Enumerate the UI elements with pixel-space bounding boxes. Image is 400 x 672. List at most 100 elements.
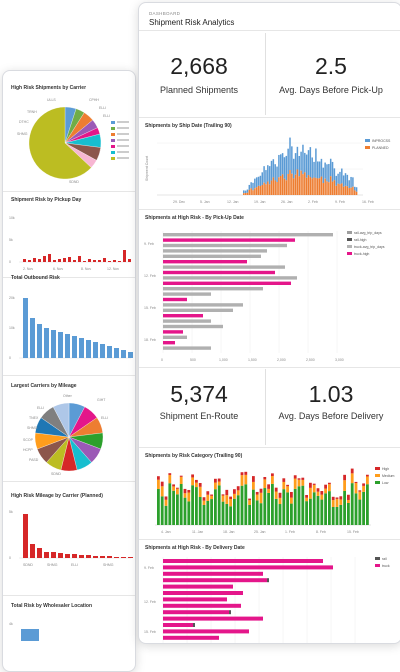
x-ticks: 29. Dec 5. Jan 12. Jan 19. Jan 26. Jan 2. Feb… bbox=[173, 200, 374, 204]
bar-truck bbox=[163, 597, 227, 602]
bar bbox=[163, 265, 285, 269]
tick-label: 1,000 bbox=[219, 358, 228, 362]
bar-medium bbox=[206, 494, 210, 501]
bar-planned bbox=[322, 183, 325, 195]
legend-label-rail-high[interactable]: rail-high bbox=[354, 238, 367, 242]
kpi-days-before-pickup-value: 2.5 bbox=[315, 53, 347, 79]
legend-label-inprocess[interactable]: INPROCSS bbox=[372, 139, 391, 143]
bar-high bbox=[187, 489, 191, 493]
bar bbox=[78, 256, 81, 262]
legend-label-rail[interactable]: rail bbox=[382, 557, 387, 561]
bar-inprocess bbox=[341, 168, 343, 184]
bar-low bbox=[221, 501, 225, 525]
bar-low bbox=[316, 495, 320, 525]
pie1-legend bbox=[111, 121, 129, 160]
kpi-planned-shipments-value: 2,668 bbox=[170, 53, 228, 79]
tick-label: 12. Nov bbox=[107, 267, 119, 271]
bar-inprocess bbox=[309, 147, 312, 178]
legend-label-low[interactable]: Low bbox=[382, 481, 389, 485]
bar-inprocess bbox=[342, 175, 345, 187]
bar-rail bbox=[267, 578, 269, 583]
bar-planned bbox=[309, 177, 312, 195]
bar-inprocess bbox=[335, 175, 337, 186]
bar-medium bbox=[339, 499, 343, 505]
bar-truck bbox=[163, 584, 233, 589]
bar-low bbox=[225, 503, 229, 525]
bar bbox=[118, 261, 121, 262]
bar-inprocess bbox=[326, 164, 328, 182]
bar-inprocess bbox=[318, 161, 321, 179]
kpi-days-before-delivery-label: Avg. Days Before Delivery bbox=[278, 411, 384, 421]
bar-planned bbox=[302, 174, 304, 195]
bar-medium bbox=[198, 486, 202, 497]
bar-low bbox=[164, 505, 168, 525]
bar-truck bbox=[163, 571, 263, 576]
bar-high bbox=[179, 475, 183, 477]
stacked-bars bbox=[157, 468, 369, 525]
bar-truck bbox=[163, 559, 323, 563]
bar-inprocess bbox=[298, 155, 300, 177]
bar-high bbox=[263, 476, 267, 480]
bar-medium bbox=[252, 481, 255, 490]
panel-title-wholesaler-location: Total Risk by Wholesaler Location bbox=[11, 603, 93, 609]
legend-label-high[interactable]: High bbox=[382, 467, 389, 471]
bar-rail bbox=[229, 610, 231, 615]
bar-high bbox=[172, 484, 175, 487]
bar-planned bbox=[274, 180, 276, 195]
bar-inprocess bbox=[307, 150, 310, 176]
bar-high bbox=[214, 478, 217, 483]
bar bbox=[163, 292, 211, 296]
pie-label: ELLI bbox=[101, 416, 108, 420]
axis-label-y: Shipment Count bbox=[145, 156, 149, 181]
bar-planned bbox=[320, 176, 323, 195]
bar-high bbox=[305, 494, 308, 498]
bar-low bbox=[293, 488, 297, 525]
bar bbox=[128, 352, 133, 358]
legend-label-planned[interactable]: PLANNED bbox=[372, 146, 389, 150]
legend-label-truck[interactable]: truck bbox=[382, 564, 390, 568]
bar-medium bbox=[236, 490, 240, 496]
bar-planned bbox=[339, 184, 341, 195]
legend-label-rail-avg[interactable]: rail-avg_trip_days bbox=[354, 231, 382, 235]
bar-low bbox=[312, 492, 316, 525]
breadcrumb[interactable]: DASHBOARD bbox=[149, 11, 181, 16]
bar bbox=[107, 346, 112, 358]
bar bbox=[86, 555, 91, 558]
bar-high bbox=[274, 487, 278, 492]
bar-medium bbox=[343, 480, 346, 491]
bars bbox=[23, 250, 131, 262]
bar-planned bbox=[255, 187, 258, 195]
panel-title-largest-carriers: Largest Carriers by Mileage bbox=[11, 383, 77, 389]
kpi-shipment-en-route-label: Shipment En-Route bbox=[159, 411, 239, 421]
bar-low bbox=[191, 485, 194, 525]
bar-planned bbox=[328, 182, 330, 195]
bar-medium bbox=[225, 495, 229, 504]
bar bbox=[44, 552, 49, 558]
bar bbox=[163, 260, 247, 264]
legend-label-truck-avg[interactable]: truck-avg_trip_days bbox=[354, 245, 385, 249]
bar-low bbox=[210, 499, 213, 525]
bar-low bbox=[297, 486, 301, 525]
bar-medium bbox=[290, 497, 293, 504]
tick-label: 3,000 bbox=[335, 358, 344, 362]
bar-medium bbox=[183, 493, 187, 498]
bar-high bbox=[286, 484, 289, 487]
bar-high bbox=[297, 478, 301, 480]
tick-label: SHMG bbox=[47, 563, 58, 567]
legend-label-medium[interactable]: Medium bbox=[382, 474, 395, 478]
bar-high bbox=[176, 487, 179, 489]
bar bbox=[113, 260, 116, 262]
bar-medium bbox=[331, 500, 335, 507]
bar-inprocess bbox=[283, 157, 286, 179]
bar bbox=[65, 554, 70, 558]
bar-high bbox=[168, 473, 172, 475]
bar-medium bbox=[316, 491, 320, 496]
tick-label: 15. Feb bbox=[347, 530, 359, 534]
bar-planned bbox=[254, 188, 256, 195]
bar-high bbox=[259, 488, 263, 493]
bar-planned bbox=[263, 182, 265, 195]
bar-high bbox=[282, 478, 286, 482]
horizontal-bars bbox=[163, 233, 333, 350]
legend-label-truck-high[interactable]: truck-high bbox=[354, 252, 369, 256]
bar bbox=[163, 297, 187, 302]
